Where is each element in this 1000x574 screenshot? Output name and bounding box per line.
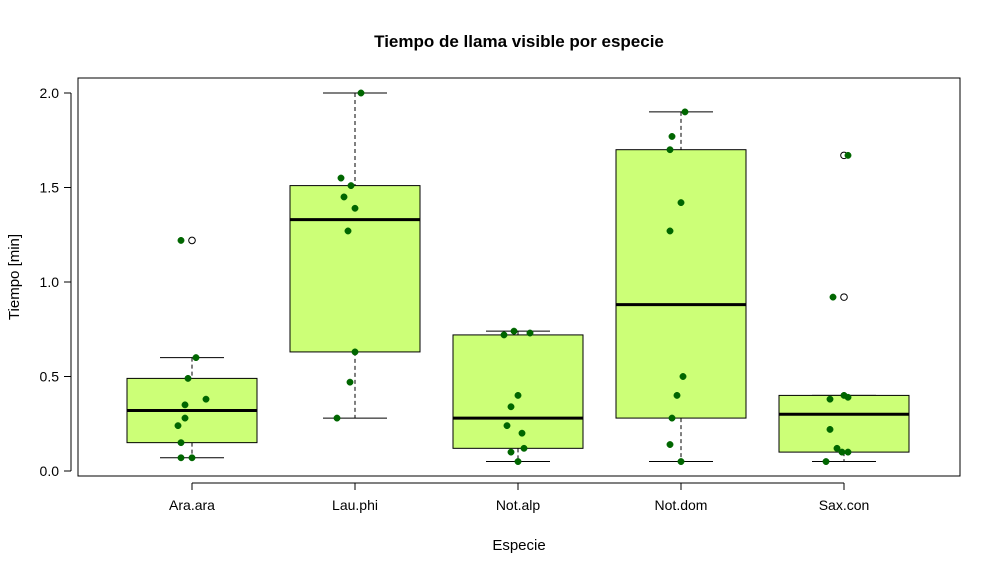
y-tick-label: 0.5 [40,369,60,385]
data-point [503,422,511,430]
data-point [510,327,518,335]
box-not-alp [452,334,584,449]
data-point [677,199,685,207]
data-point [333,414,341,422]
data-point [668,414,676,422]
data-point [844,151,852,159]
data-point [666,146,674,154]
data-point [351,204,359,212]
data-point [192,354,200,362]
data-point [507,403,515,411]
data-point [177,454,185,462]
data-point [822,458,830,465]
data-point [844,448,852,456]
data-point [679,373,687,380]
data-point [666,227,674,235]
x-tick-label: Not.alp [496,497,541,513]
data-point [507,448,515,456]
y-tick-label: 1.0 [40,274,60,290]
data-point [840,391,848,399]
x-tick-label: Sax.con [819,497,870,513]
data-point [500,331,508,339]
data-point [514,458,522,465]
data-point [666,441,674,448]
y-tick-label: 2.0 [40,85,60,101]
y-tick-label: 0.0 [40,463,60,479]
data-point [526,329,534,337]
data-point [826,395,834,403]
data-point [202,395,210,403]
data-point [514,391,522,399]
data-point [838,448,846,456]
data-point [351,348,359,356]
data-point [347,182,355,190]
data-point [188,454,196,462]
data-point [181,414,189,422]
plot-frame [77,77,961,477]
outlier-point [188,236,196,245]
x-tick-label: Ara.ara [169,497,215,513]
data-point [673,391,681,399]
data-point [340,193,348,201]
data-point [174,422,182,430]
y-tick-label: 1.5 [40,180,60,196]
data-point [177,236,185,244]
box-not-dom [615,149,747,419]
data-point [829,293,837,301]
data-point [177,439,185,447]
x-tick-label: Lau.phi [332,497,378,513]
outlier-point [840,293,848,301]
x-tick-label: Not.dom [655,497,708,513]
data-point [518,429,526,437]
data-point [337,174,345,182]
data-point [184,374,192,382]
box-sax-con [778,394,910,453]
chart-title: Tiempo de llama visible por especie [374,32,664,51]
x-axis-label: Especie [492,537,545,554]
data-point [181,401,189,409]
data-point [681,108,689,116]
y-axis-label: Tiempo [min] [6,234,23,320]
data-point [826,425,834,433]
data-point [833,444,841,452]
data-point [668,133,676,140]
data-point [357,89,365,97]
data-point [346,378,354,386]
chart-marks: 0.0 0.5 1.0 1.5 2.0 Ara.ara Lau.phi Not.alp Not.… [40,85,910,513]
data-point [520,444,528,452]
data-point [344,227,352,235]
data-point [677,458,685,465]
